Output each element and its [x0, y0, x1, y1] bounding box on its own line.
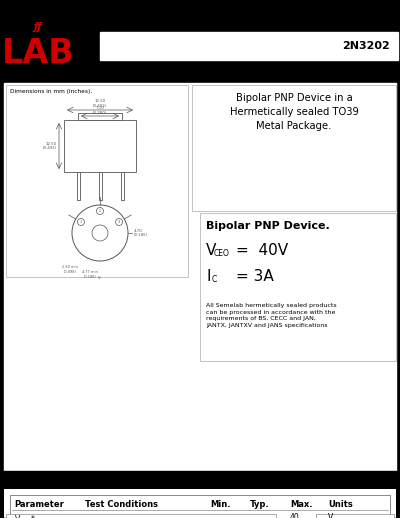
Circle shape — [72, 205, 128, 261]
Bar — [4, 83, 396, 471]
Text: Dimensions in mm (inches).: Dimensions in mm (inches). — [10, 89, 92, 94]
Bar — [316, 514, 394, 518]
Bar — [0, 471, 400, 489]
Text: 7.10
(0.280): 7.10 (0.280) — [93, 106, 107, 115]
Text: =  40V: = 40V — [236, 243, 288, 258]
Circle shape — [78, 219, 84, 225]
Text: Bipolar PNP Device.: Bipolar PNP Device. — [206, 221, 330, 231]
Text: V: V — [206, 243, 216, 258]
Text: Max.: Max. — [290, 500, 312, 509]
Bar — [78, 113, 122, 120]
Bar — [10, 495, 390, 518]
Text: Test Conditions: Test Conditions — [85, 500, 158, 509]
Text: 4.70
(0.185): 4.70 (0.185) — [134, 229, 148, 237]
Bar — [0, 0, 400, 83]
Text: ƒƒ: ƒƒ — [34, 22, 42, 32]
Circle shape — [92, 225, 108, 241]
Text: 2N3202: 2N3202 — [342, 41, 390, 51]
Text: I: I — [206, 269, 210, 284]
Text: C: C — [212, 275, 217, 284]
Text: Units: Units — [328, 500, 353, 509]
Text: All Semelab hermetically sealed products
can be processed in accordance with the: All Semelab hermetically sealed products… — [206, 303, 337, 328]
Bar — [6, 514, 276, 518]
Text: V: V — [328, 513, 333, 518]
Bar — [200, 213, 396, 361]
Text: Typ.: Typ. — [250, 500, 270, 509]
Bar — [64, 120, 136, 172]
Bar — [100, 32, 398, 60]
Text: 2.50 min
(0.098): 2.50 min (0.098) — [62, 265, 78, 274]
Text: 3: 3 — [118, 220, 120, 224]
Text: 12.50
(0.492): 12.50 (0.492) — [43, 142, 57, 150]
Text: CEO: CEO — [214, 249, 230, 258]
Text: 12.50
(0.492): 12.50 (0.492) — [93, 99, 107, 108]
Text: = 3A: = 3A — [236, 269, 274, 284]
Bar — [121, 172, 124, 200]
Text: LAB: LAB — [2, 37, 74, 70]
Text: 40: 40 — [290, 513, 300, 518]
Text: Parameter: Parameter — [14, 500, 64, 509]
Text: Bipolar PNP Device in a
Hermetically sealed TO39
Metal Package.: Bipolar PNP Device in a Hermetically sea… — [230, 93, 358, 131]
Text: 4.77 min
(0.188): 4.77 min (0.188) — [82, 270, 98, 279]
Text: V$_{CEO}$*: V$_{CEO}$* — [14, 513, 36, 518]
Bar — [6, 85, 188, 277]
Text: 1: 1 — [80, 220, 82, 224]
Circle shape — [116, 219, 122, 225]
Circle shape — [96, 208, 104, 214]
Bar — [4, 489, 396, 518]
Text: 5°: 5° — [98, 276, 102, 280]
Text: 2: 2 — [99, 209, 101, 213]
Text: Min.: Min. — [210, 500, 230, 509]
Bar — [99, 172, 102, 200]
Bar — [192, 85, 396, 211]
Bar — [77, 172, 80, 200]
